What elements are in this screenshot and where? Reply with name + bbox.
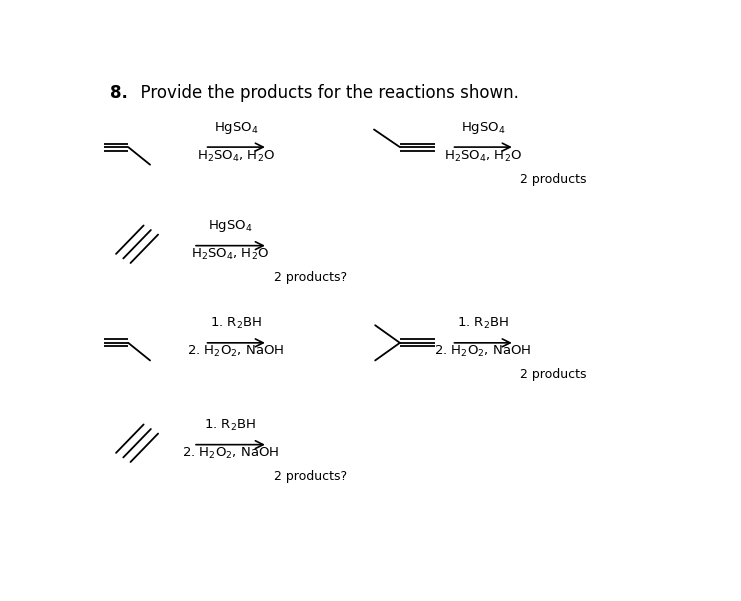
Text: Provide the products for the reactions shown.: Provide the products for the reactions s… xyxy=(130,84,519,102)
Text: 2. H$_2$O$_2$, NaOH: 2. H$_2$O$_2$, NaOH xyxy=(187,344,285,359)
Text: 2 products: 2 products xyxy=(520,368,587,381)
Text: HgSO$_4$: HgSO$_4$ xyxy=(461,120,505,135)
Text: 2. H$_2$O$_2$, NaOH: 2. H$_2$O$_2$, NaOH xyxy=(434,344,532,359)
Text: H$_2$SO$_4$, H$_2$O: H$_2$SO$_4$, H$_2$O xyxy=(191,247,270,262)
Text: 2 products: 2 products xyxy=(520,172,587,186)
Text: 2 products?: 2 products? xyxy=(273,271,347,284)
Text: H$_2$SO$_4$, H$_2$O: H$_2$SO$_4$, H$_2$O xyxy=(444,148,522,163)
Text: 1. R$_2$BH: 1. R$_2$BH xyxy=(205,418,256,433)
Text: 8.: 8. xyxy=(110,84,127,102)
Text: HgSO$_4$: HgSO$_4$ xyxy=(208,218,253,234)
Text: H$_2$SO$_4$, H$_2$O: H$_2$SO$_4$, H$_2$O xyxy=(197,148,275,163)
Text: HgSO$_4$: HgSO$_4$ xyxy=(214,120,259,135)
Text: 1. R$_2$BH: 1. R$_2$BH xyxy=(210,316,262,331)
Text: 2. H$_2$O$_2$, NaOH: 2. H$_2$O$_2$, NaOH xyxy=(182,446,279,461)
Text: 1. R$_2$BH: 1. R$_2$BH xyxy=(457,316,509,331)
Text: 2 products?: 2 products? xyxy=(273,470,347,483)
